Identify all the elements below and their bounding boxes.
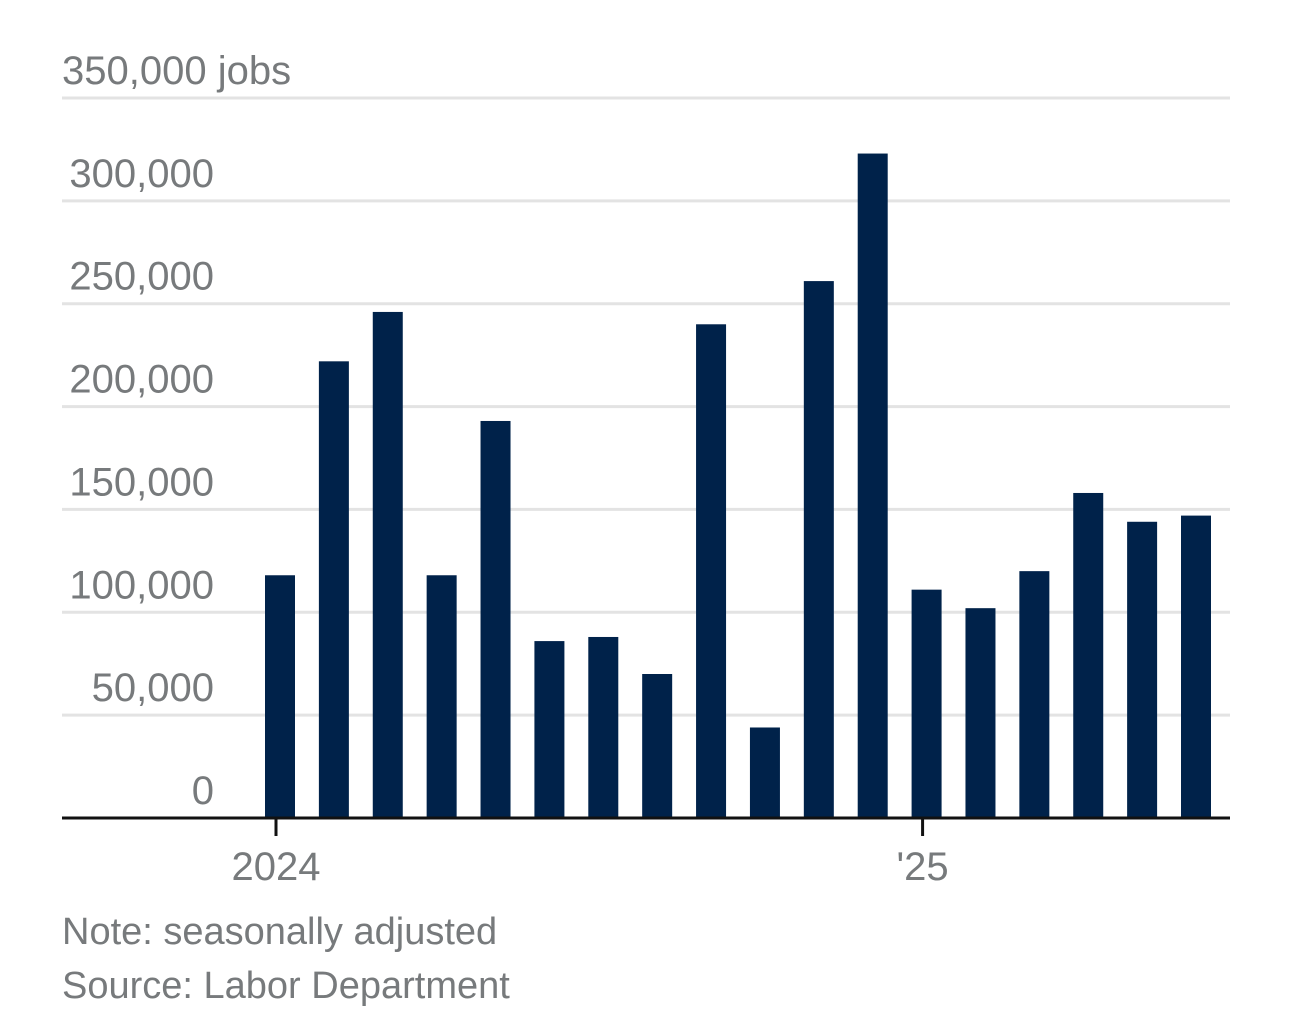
bar xyxy=(534,641,565,818)
bar xyxy=(318,361,349,818)
chart-note: Note: seasonally adjusted xyxy=(62,911,498,953)
x-axis: 2024 '25 xyxy=(62,816,1230,889)
y-tick-label: 300,000 xyxy=(69,152,214,196)
y-tick-label: 100,000 xyxy=(69,563,214,607)
y-tick-label: 150,000 xyxy=(69,460,214,504)
y-axis-labels: 0 50,000 100,000 150,000 200,000 250,000 300,0… xyxy=(62,49,291,813)
bar xyxy=(857,153,888,819)
bars xyxy=(265,153,1211,819)
bar xyxy=(265,575,295,818)
bar xyxy=(1019,571,1050,818)
y-tick-label: 350,000 jobs xyxy=(62,49,291,93)
bar xyxy=(696,324,727,818)
y-tick-label: 200,000 xyxy=(69,358,214,402)
bar xyxy=(372,311,403,818)
x-tick-label: '25 xyxy=(897,845,949,889)
bar xyxy=(1073,492,1104,818)
gridlines xyxy=(62,96,1230,717)
bar xyxy=(480,420,511,818)
bar xyxy=(1181,515,1211,818)
chart-svg: 0 50,000 100,000 150,000 200,000 250,000 300,0… xyxy=(62,49,1230,889)
y-tick-label: 0 xyxy=(192,769,214,813)
chart-source: Source: Labor Department xyxy=(62,965,510,1007)
bar xyxy=(749,727,780,818)
y-tick-label: 50,000 xyxy=(92,666,214,710)
bar xyxy=(588,636,619,818)
bar xyxy=(426,575,457,818)
bar xyxy=(911,589,942,818)
x-tick-label: 2024 xyxy=(232,845,321,889)
bar xyxy=(1127,521,1158,818)
bar xyxy=(642,674,673,818)
bar xyxy=(803,281,834,819)
bar-chart: 0 50,000 100,000 150,000 200,000 250,000 300,0… xyxy=(62,49,1230,889)
y-tick-label: 250,000 xyxy=(69,255,214,299)
bar xyxy=(965,608,996,818)
